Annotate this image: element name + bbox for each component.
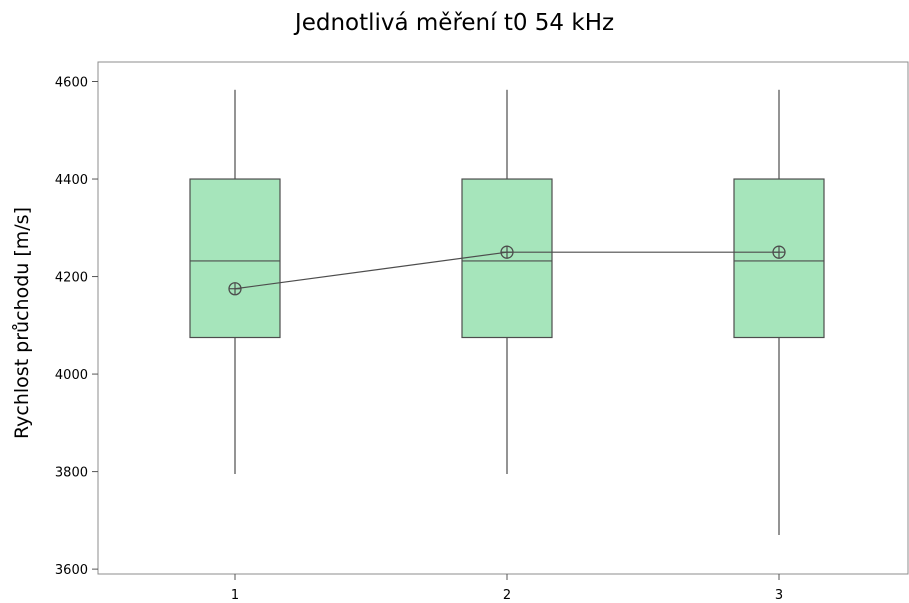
box — [189, 178, 281, 339]
y-tick-label: 4200 — [55, 271, 88, 286]
chart-title: Jednotlivá měření t0 54 kHz — [294, 10, 615, 36]
x-tick-label: 1 — [231, 588, 239, 603]
x-tick-label: 3 — [775, 588, 783, 603]
y-tick-label: 4400 — [55, 173, 88, 188]
x-tick-label: 2 — [503, 588, 511, 603]
y-tick-label: 4000 — [55, 368, 88, 383]
plot-frame — [97, 61, 909, 575]
y-tick-label: 4600 — [55, 76, 88, 91]
y-tick-label: 3600 — [55, 563, 88, 578]
y-tick-label: 3800 — [55, 466, 88, 481]
